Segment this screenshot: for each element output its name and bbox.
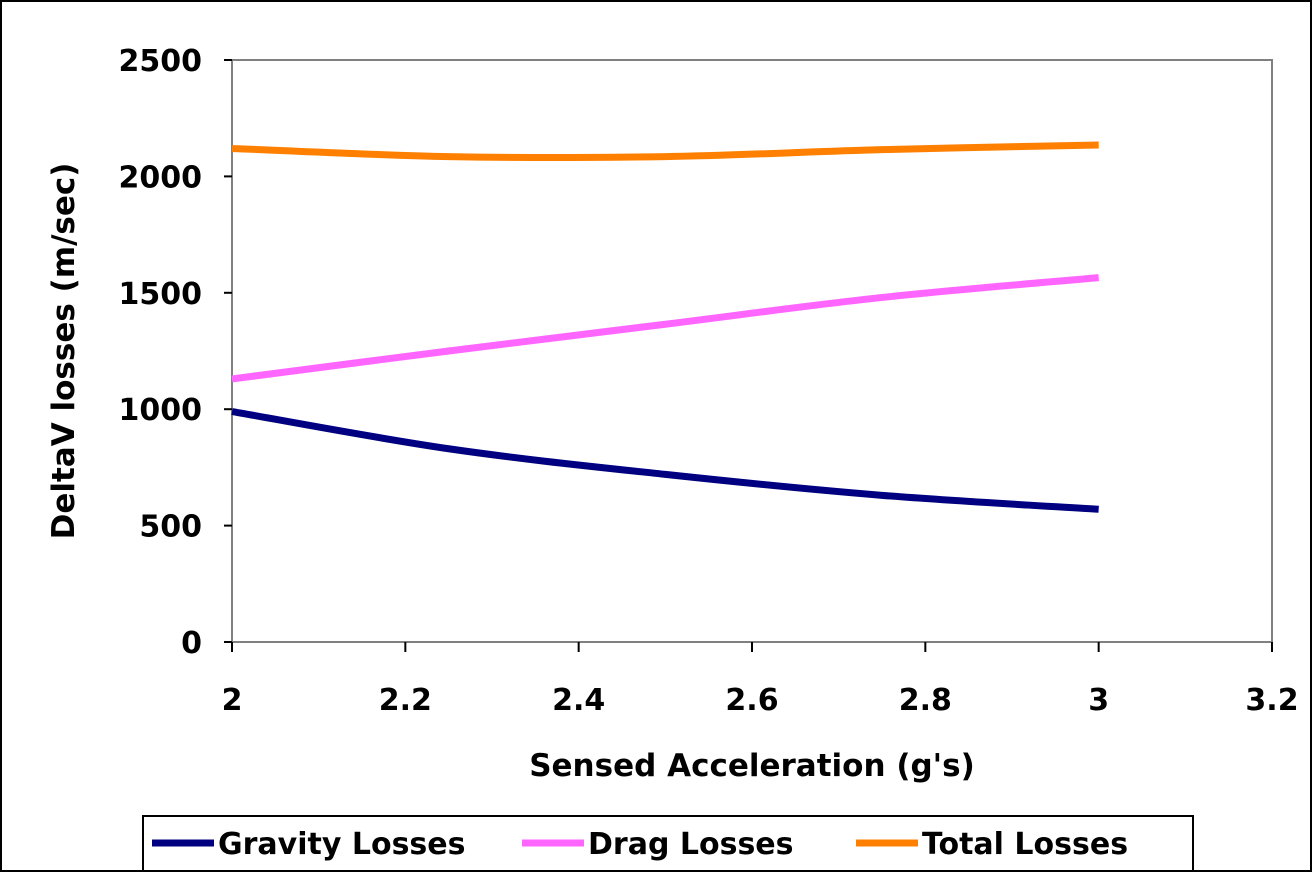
x-tick-label: 3 bbox=[1088, 683, 1109, 718]
legend-box bbox=[142, 815, 1194, 872]
series-layer bbox=[231, 141, 1099, 513]
x-tick-label: 2.4 bbox=[552, 683, 605, 718]
x-axis-title: Sensed Acceleration (g's) bbox=[529, 748, 975, 784]
legend-label-drag-losses: Drag Losses bbox=[588, 827, 794, 862]
y-tick-label: 500 bbox=[139, 510, 202, 545]
legend: Gravity Losses Drag Losses Total Losses bbox=[142, 815, 1194, 872]
x-tick-label: 2.6 bbox=[725, 683, 778, 718]
series-line-drag-losses bbox=[231, 274, 1099, 383]
y-tick-label: 0 bbox=[181, 626, 202, 661]
plot-area bbox=[231, 59, 1273, 643]
x-axis: 2 2.2 2.4 2.6 2.8 3 3.2 bbox=[222, 642, 1299, 718]
series-line-gravity-losses bbox=[231, 408, 1099, 513]
legend-label-total-losses: Total Losses bbox=[922, 827, 1128, 862]
y-tick-label: 2000 bbox=[119, 160, 203, 195]
y-tick-label: 2500 bbox=[119, 44, 203, 79]
y-axis: 0 500 1000 1500 2000 2500 bbox=[119, 44, 232, 661]
y-axis-title: DeltaV losses (m/sec) bbox=[46, 163, 82, 540]
y-tick-label: 1000 bbox=[119, 393, 203, 428]
series-line-total-losses bbox=[231, 141, 1099, 162]
legend-label-gravity-losses: Gravity Losses bbox=[218, 827, 466, 862]
x-tick-label: 2 bbox=[222, 683, 243, 718]
x-tick-label: 3.2 bbox=[1245, 683, 1298, 718]
x-tick-label: 2.8 bbox=[899, 683, 952, 718]
y-tick-label: 1500 bbox=[119, 277, 203, 312]
x-tick-label: 2.2 bbox=[379, 683, 432, 718]
